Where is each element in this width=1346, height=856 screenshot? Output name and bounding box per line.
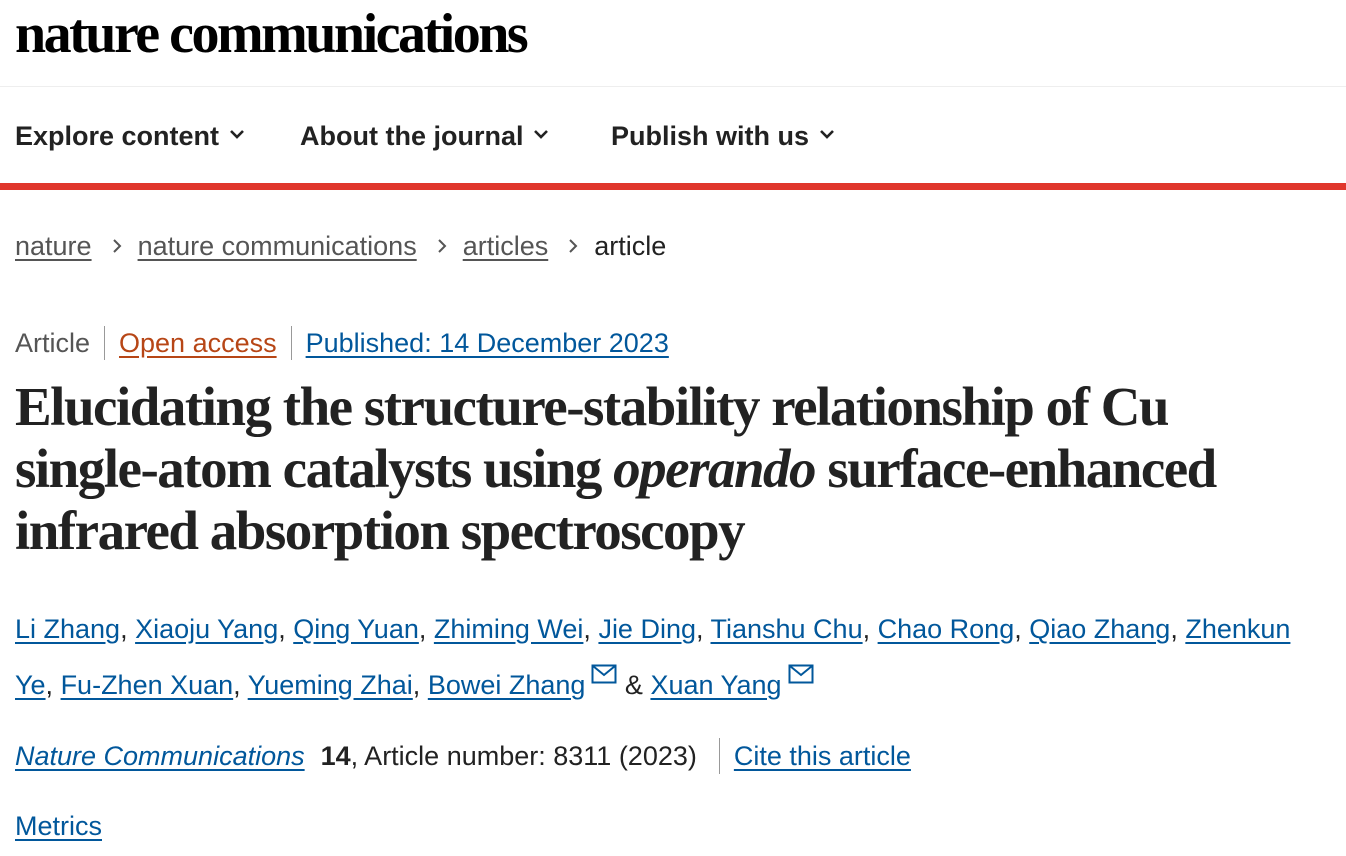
author-link[interactable]: Chao Rong (877, 614, 1015, 644)
author-separator: , (1170, 614, 1186, 644)
author-list: Li Zhang, Xiaoju Yang, Qing Yuan, Zhimin… (15, 601, 1335, 713)
citation-line: Nature Communications 14 , Article numbe… (15, 738, 911, 774)
author-separator: , (583, 614, 599, 644)
chevron-down-icon (820, 130, 834, 139)
nav-label: About the journal (300, 121, 524, 151)
article-meta: Article Open access Published: 14 Decemb… (15, 325, 669, 361)
open-access-link[interactable]: Open access (119, 328, 277, 358)
accent-bar (0, 183, 1346, 190)
chevron-right-icon (112, 239, 121, 253)
author-link[interactable]: Yueming Zhai (247, 670, 413, 700)
chevron-down-icon (230, 130, 244, 139)
title-text: Elucidating the structure-stability rela… (15, 376, 1170, 499)
volume-number: 14 (320, 741, 351, 771)
author-separator: , (278, 614, 294, 644)
breadcrumb: nature nature communications articles artic… (15, 228, 666, 264)
nav-explore-content[interactable]: Explore content (15, 120, 245, 152)
nav-publish-with-us[interactable]: Publish with us (611, 120, 835, 152)
email-icon[interactable] (788, 664, 814, 684)
chevron-right-icon (437, 239, 447, 253)
author-link[interactable]: Jie Ding (598, 614, 696, 644)
author-link[interactable]: Zhenkun Ye (15, 614, 1291, 700)
author-link[interactable]: Xiaoju Yang (135, 614, 279, 644)
author-link[interactable]: Xuan Yang (650, 670, 782, 700)
breadcrumb-link-nature[interactable]: nature (15, 231, 92, 261)
author-separator: , (695, 614, 711, 644)
meta-divider (290, 326, 292, 360)
email-icon[interactable] (591, 664, 617, 684)
author-link[interactable]: Bowei Zhang (427, 670, 586, 700)
author-link[interactable]: Li Zhang (15, 614, 121, 644)
breadcrumb-link-nature-communications[interactable]: nature communications (137, 231, 417, 261)
published-date-link[interactable]: Published: 14 December 2023 (305, 328, 669, 358)
author-link[interactable]: Zhiming Wei (433, 614, 584, 644)
author-separator: , (1014, 614, 1030, 644)
author-link[interactable]: Fu-Zhen Xuan (60, 670, 234, 700)
breadcrumb-link-articles[interactable]: articles (462, 231, 549, 261)
chevron-down-icon (534, 130, 549, 139)
article-number: , Article number: 8311 (2023) (350, 741, 697, 771)
nav-about-the-journal[interactable]: About the journal (300, 120, 549, 152)
journal-name-link[interactable]: Nature Communications (15, 741, 305, 771)
breadcrumb-current: article (594, 231, 667, 261)
author-separator: , (862, 614, 878, 644)
chevron-right-icon (569, 239, 578, 253)
author-link[interactable]: Qiao Zhang (1029, 614, 1171, 644)
article-type: Article (15, 328, 91, 358)
main-navigation: Explore content About the journal Publis… (0, 87, 1346, 183)
author-separator: , (45, 670, 61, 700)
site-logo[interactable]: nature communications (15, 3, 529, 65)
title-text: surface-enhanced infrared absorption spe… (15, 438, 1217, 561)
author-separator: , (120, 614, 136, 644)
author-separator: , (412, 670, 428, 700)
article-title: Elucidating the structure-stability rela… (15, 376, 1315, 562)
meta-divider (104, 326, 106, 360)
cite-this-article-link[interactable]: Cite this article (733, 741, 911, 771)
author-separator: , (233, 670, 248, 700)
author-separator: , (418, 614, 434, 644)
nav-label: Explore content (15, 121, 220, 151)
author-separator: & (617, 670, 651, 700)
citation-divider (718, 738, 720, 774)
nav-label: Publish with us (611, 121, 810, 151)
metrics-link[interactable]: Metrics (15, 811, 102, 841)
author-link[interactable]: Qing Yuan (293, 614, 419, 644)
title-emphasis: operando (613, 438, 816, 499)
site-header: nature communications (0, 0, 1346, 87)
author-link[interactable]: Tianshu Chu (710, 614, 863, 644)
